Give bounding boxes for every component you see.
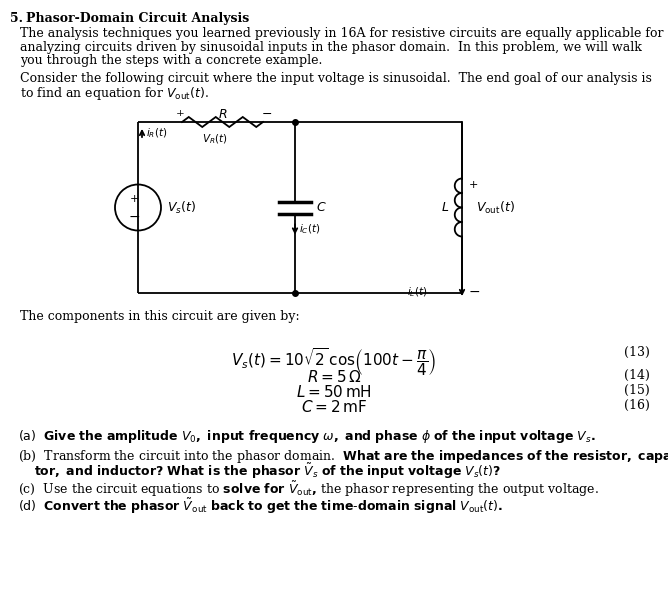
Text: $L$: $L$ (440, 201, 449, 214)
Text: −: − (128, 209, 140, 224)
Text: $i_L(t)$: $i_L(t)$ (407, 285, 428, 299)
Text: (d)  $\mathbf{Convert\ the\ phasor}$ $\tilde{V}_{\mathrm{out}}$ $\mathbf{back\ t: (d) $\mathbf{Convert\ the\ phasor}$ $\ti… (18, 497, 503, 516)
Text: $R = 5\,\Omega$: $R = 5\,\Omega$ (307, 369, 361, 385)
Text: +: + (469, 180, 478, 191)
Text: 5.: 5. (10, 12, 23, 25)
Text: (15): (15) (625, 384, 650, 397)
Text: +: + (176, 110, 184, 119)
Text: $V_s(t) = 10\sqrt{2}\,\cos\!\left(100t - \dfrac{\pi}{4}\right)$: $V_s(t) = 10\sqrt{2}\,\cos\!\left(100t -… (231, 346, 437, 378)
Text: (a)  $\mathbf{Give\ the\ amplitude}$ $V_0$$\mathbf{,\ input\ frequency}$ $\omega: (a) $\mathbf{Give\ the\ amplitude}$ $V_0… (18, 428, 596, 445)
Text: $i_R(t)$: $i_R(t)$ (146, 126, 168, 140)
Text: you through the steps with a concrete example.: you through the steps with a concrete ex… (20, 54, 323, 67)
Text: $V_s(t)$: $V_s(t)$ (167, 200, 196, 215)
Text: The analysis techniques you learned previously in 16A for resistive circuits are: The analysis techniques you learned prev… (20, 27, 663, 40)
Text: $V_{\mathrm{out}}(t)$: $V_{\mathrm{out}}(t)$ (476, 200, 515, 215)
Text: (b)  Transform the circuit into the phasor domain.  $\mathbf{What\ are\ the\ imp: (b) Transform the circuit into the phaso… (18, 448, 668, 465)
Text: $C = 2\,\mathrm{mF}$: $C = 2\,\mathrm{mF}$ (301, 399, 367, 415)
Text: $i_C(t)$: $i_C(t)$ (299, 223, 321, 236)
Text: −: − (469, 285, 480, 299)
Text: $\mathbf{tor,\ and\ inductor?\ What\ is\ the\ phasor}$ $\tilde{V}_s$ $\mathbf{of: $\mathbf{tor,\ and\ inductor?\ What\ is\… (34, 462, 501, 481)
Text: (16): (16) (624, 399, 650, 412)
Text: (14): (14) (624, 369, 650, 382)
Text: $V_R(t)$: $V_R(t)$ (202, 132, 228, 145)
Text: +: + (130, 195, 139, 204)
Text: The components in this circuit are given by:: The components in this circuit are given… (20, 310, 300, 323)
Text: analyzing circuits driven by sinusoidal inputs in the phasor domain.  In this pr: analyzing circuits driven by sinusoidal … (20, 40, 642, 54)
Text: (c)  Use the circuit equations to $\mathbf{solve\ for}$ $\tilde{V}_{\mathrm{out}: (c) Use the circuit equations to $\mathb… (18, 480, 599, 499)
Text: Phasor-Domain Circuit Analysis: Phasor-Domain Circuit Analysis (26, 12, 249, 25)
Text: $L = 50\,\mathrm{mH}$: $L = 50\,\mathrm{mH}$ (296, 384, 372, 400)
Text: $R$: $R$ (218, 108, 227, 121)
Text: $C$: $C$ (316, 201, 327, 214)
Text: (13): (13) (624, 346, 650, 359)
Text: to find an equation for $V_{\mathrm{out}}(t)$.: to find an equation for $V_{\mathrm{out}… (20, 86, 209, 103)
Text: −: − (262, 107, 273, 121)
Text: Consider the following circuit where the input voltage is sinusoidal.  The end g: Consider the following circuit where the… (20, 72, 652, 85)
